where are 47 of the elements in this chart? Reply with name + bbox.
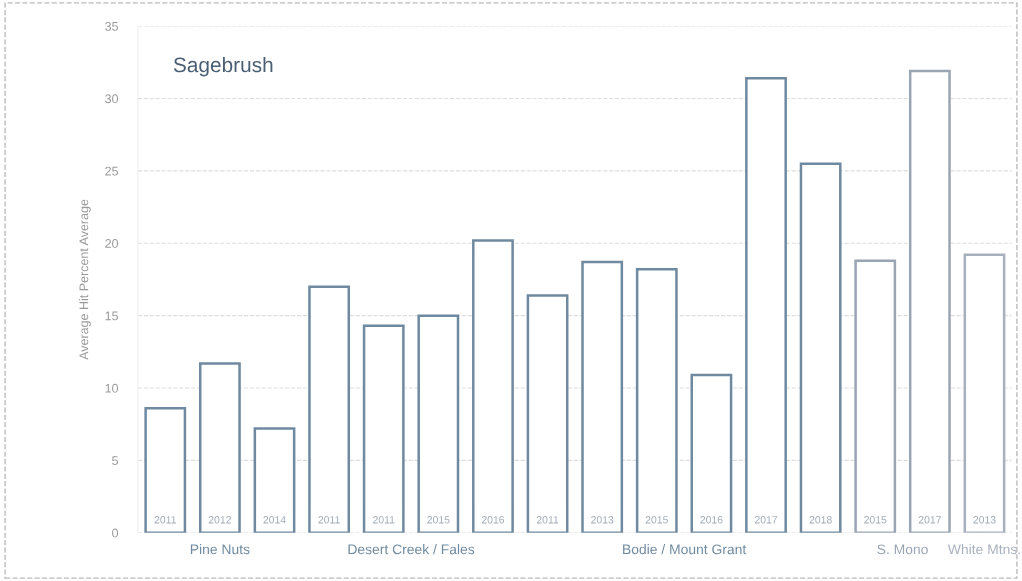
y-axis-title: Average Hit Percent Average bbox=[79, 199, 91, 360]
x-tick-label: 2013 bbox=[973, 516, 996, 524]
series-label: White Mtns. bbox=[947, 544, 1020, 555]
y-tick-label: 10 bbox=[105, 383, 119, 393]
x-tick-label: 2016 bbox=[700, 516, 723, 524]
bar bbox=[253, 427, 296, 533]
x-tick-label: 2017 bbox=[754, 516, 778, 524]
y-tick-label: 20 bbox=[105, 239, 119, 248]
bar bbox=[472, 239, 514, 533]
x-tick-label: 2013 bbox=[591, 516, 614, 524]
bar bbox=[908, 69, 951, 533]
bar bbox=[690, 373, 733, 533]
bar bbox=[799, 162, 842, 533]
bar bbox=[308, 285, 351, 533]
series-label: S. Mono bbox=[877, 544, 928, 555]
bar bbox=[745, 77, 787, 533]
bar bbox=[362, 324, 405, 533]
x-tick-label: 2015 bbox=[427, 516, 450, 524]
x-tick-label: 2011 bbox=[373, 516, 395, 524]
bar bbox=[526, 294, 569, 533]
y-tick-label: 15 bbox=[105, 311, 118, 321]
x-tick-label: 2015 bbox=[645, 516, 668, 524]
bar bbox=[854, 259, 897, 533]
bar bbox=[198, 362, 241, 533]
x-tick-label: 2012 bbox=[208, 516, 231, 524]
series-label: Bodie / Mount Grant bbox=[623, 544, 747, 555]
x-tick-label: 2017 bbox=[918, 516, 941, 524]
y-tick-label: 25 bbox=[105, 166, 118, 176]
x-tick-label: 2015 bbox=[864, 516, 887, 524]
x-tick-label: 2011 bbox=[318, 516, 340, 524]
y-tick-label: 35 bbox=[105, 21, 118, 31]
y-tick-label: 0 bbox=[112, 528, 119, 538]
bar bbox=[635, 268, 678, 533]
x-tick-label: 2011 bbox=[536, 516, 559, 524]
bar bbox=[417, 314, 460, 533]
y-tick-label: 30 bbox=[105, 94, 119, 104]
text: Sagebrush bbox=[173, 56, 273, 77]
bar bbox=[581, 260, 624, 533]
series-label: Desert Creek / Fales bbox=[348, 544, 475, 555]
x-tick-label: 2011 bbox=[154, 516, 176, 524]
x-tick-label: 2018 bbox=[809, 516, 832, 524]
series-label: Pine Nuts bbox=[190, 544, 250, 555]
y-tick-label: 5 bbox=[112, 456, 118, 466]
bar bbox=[144, 407, 187, 533]
bar bbox=[963, 253, 1006, 533]
x-tick-label: 2014 bbox=[263, 516, 286, 524]
x-tick-label: 2016 bbox=[481, 516, 505, 524]
